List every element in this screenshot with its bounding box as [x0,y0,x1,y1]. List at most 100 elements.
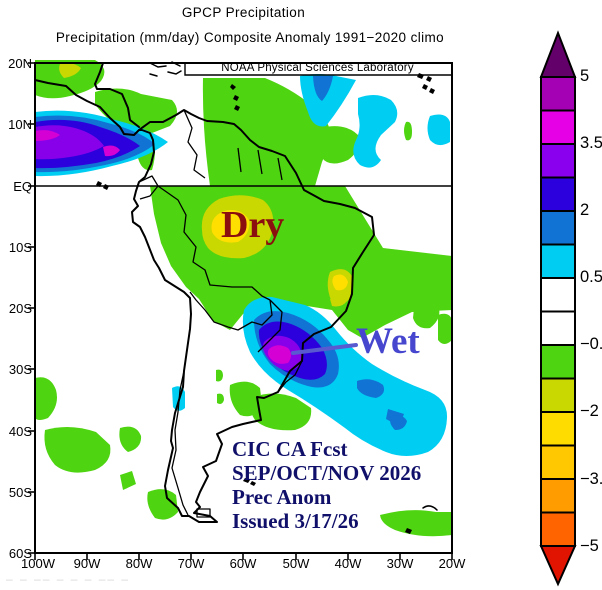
island-dot [230,84,240,111]
colorbar-segment [540,444,576,480]
colorbar-label-m5: −5 [580,537,599,555]
anomaly-blob [438,313,452,344]
anomaly-blob [357,379,385,398]
island-dot [405,528,412,534]
central-america-coast [34,79,140,136]
anomaly-blob [317,126,359,164]
border-line [157,185,271,301]
lon-label-80w: 80W [125,556,153,571]
colorbar [539,30,577,587]
colorbar-segment [540,277,576,313]
chart-title: GPCP Precipitation [181,5,306,20]
strait-box [196,508,211,518]
lon-label-40w: 40W [334,556,362,571]
islands [96,61,438,534]
anomaly-blob [211,210,250,243]
lon-label-30w: 30W [386,556,414,571]
anomaly-blob [330,297,347,307]
anomaly-blob [413,296,440,329]
anomaly-blob [59,63,81,78]
lat-label-40s: 40S [8,424,32,439]
anomaly-blob [404,121,412,141]
wet-annotation: Wet [356,321,420,362]
colorbar-segment [540,109,576,145]
source-label-box [184,63,452,76]
colorbar-segment [540,176,576,212]
anomaly-blob [267,345,291,364]
anomaly-blob [332,274,348,291]
anomaly-blob [147,489,178,520]
border-line [277,360,303,393]
lat-label-30s: 30S [8,362,32,377]
colorbar-segment [540,243,576,279]
colorbar-segment [540,411,576,447]
lat-label-60s: 60S [8,546,32,561]
colorbar-label-m3p5: −3.5 [580,470,602,488]
lat-label-50s: 50S [8,485,32,500]
anomaly-blob [300,74,356,127]
forecast-line: Prec Anom [232,485,332,509]
anomaly-blob [35,60,105,99]
anomaly-blob [313,76,333,101]
colorbar-label-3p5: 3.5 [580,134,602,152]
border-line [189,291,273,331]
magenta-anomaly-regions [35,130,291,364]
forecast-line: SEP/OCT/NOV 2026 [232,461,422,485]
lon-label-70w: 70W [177,556,205,571]
forecast-line: Issued 3/17/26 [232,509,359,533]
lon-label-60w: 60W [229,556,257,571]
colorbar-segment [540,76,576,112]
cropped-watermark: – – –– – – – –– – [6,572,131,586]
border-line [171,370,189,516]
anomaly-blob [35,377,57,420]
anomaly-blob [390,415,407,430]
colorbar-segment [540,478,576,514]
colorbar-segment [540,143,576,179]
lat-label-20s: 20S [8,301,32,316]
colorbar-segment [540,344,576,380]
anomaly-blob [202,78,331,186]
anomaly-blob [380,510,452,537]
chart-subtitle: Precipitation (mm/day) Composite Anomaly… [55,30,445,45]
island-dot [96,181,109,190]
anomaly-blob [217,393,224,404]
lat-axis-ticks [28,62,35,554]
colorbar-segment [540,511,576,547]
lat-label-10s: 10S [8,240,32,255]
island-dot [417,73,435,94]
lon-label-100w: 100W [21,556,55,571]
coastline [34,62,375,523]
anomaly-blob [289,111,297,130]
lon-label-50w: 50W [282,556,310,571]
wet-leader-line [291,343,358,355]
anomaly-blob [353,94,398,168]
island-arc [422,505,438,511]
south-america-coast [131,109,375,523]
colorbar-label-0p5: 0.5 [580,268,602,286]
anomaly-blob [35,130,60,141]
anomaly-blob [119,426,142,452]
source-label: NOAA Physical Sciences Laboratory [221,62,414,74]
colorbar-segment [540,210,576,246]
colorbar-segment [540,377,576,413]
colorbar-arrow-top [539,30,577,78]
anomaly-blob [250,393,312,431]
border-line [237,147,283,181]
border-line [257,299,283,353]
lat-label-10n: 10N [8,117,32,132]
island-dot [243,478,256,486]
lon-axis-ticks [34,553,453,560]
lon-label-20w: 20W [438,556,466,571]
lat-label-eq: EQ [13,179,32,194]
colorbar-label-2: 2 [580,201,590,219]
anomaly-blob [103,145,120,157]
anomaly-blob [427,114,450,146]
anomaly-blob [44,426,111,473]
colorbar-label-m2: −2 [580,402,599,420]
anomaly-blob [120,471,136,490]
dry-annotation: Dry [221,204,285,246]
forecast-annotation: CIC CA Fcst SEP/OCT/NOV 2026 Prec Anom I… [232,437,457,533]
anomaly-blob [216,369,223,382]
